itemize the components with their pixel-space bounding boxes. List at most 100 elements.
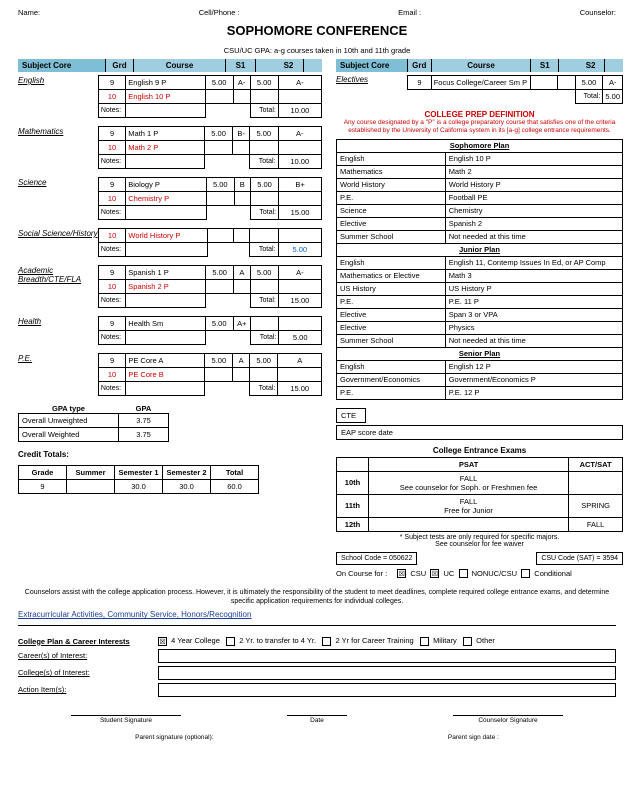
cee-cell <box>369 517 569 531</box>
plan-value: Football PE <box>445 191 622 204</box>
credit-col: Semester 2 <box>163 466 211 480</box>
subject-label: Social Science/History <box>18 228 98 257</box>
plan-label: Summer School <box>337 230 446 243</box>
checkbox[interactable] <box>226 637 235 646</box>
checkbox[interactable] <box>521 569 530 578</box>
eap-box: EAP score date <box>336 425 623 440</box>
oncourse-opt: NONUC/CSU <box>472 569 517 578</box>
email-label: Email : <box>398 8 421 17</box>
credit-col: Total <box>211 466 259 480</box>
plan-header: Sophomore Plan <box>337 139 623 152</box>
cte-box: CTE <box>336 408 366 423</box>
credit-cell: 60.0 <box>211 480 259 494</box>
subject-label: Mathematics <box>18 126 98 169</box>
plan-value: Math 2 <box>445 165 622 178</box>
plan-value: US History P <box>445 282 622 295</box>
plan-label: English <box>337 360 446 373</box>
hdr-course: Course <box>134 59 226 72</box>
gpa-row: Overall Unweighted <box>19 414 119 428</box>
credit-col: Semester 1 <box>115 466 163 480</box>
subject-label: Health <box>18 316 98 345</box>
codes-row: School Code = 050622 CSU Code (SAT) = 35… <box>336 552 623 565</box>
field-input[interactable] <box>158 666 616 680</box>
checkbox[interactable]: ☒ <box>397 569 406 578</box>
plan-value: Not needed at this time <box>445 230 622 243</box>
hdr-g1 <box>256 59 274 72</box>
field-input[interactable] <box>158 649 616 663</box>
sig-date: Date <box>310 717 324 724</box>
rhdr-core: Subject Core <box>336 59 408 72</box>
cee-grade: 10th <box>337 471 369 494</box>
rhdr-s2: S2 <box>577 59 605 72</box>
plan-label: Government/Economics <box>337 373 446 386</box>
subject-block: Academic Breadth/CTE/FLA 9Spanish 1 P5.0… <box>18 265 322 308</box>
gpa-val-hdr: GPA <box>119 404 169 414</box>
credit-col: Summer <box>67 466 115 480</box>
plan-value: English 10 P <box>445 152 622 165</box>
subject-block: P.E. 9PE Core A5.00A5.00A10PE Core B Not… <box>18 353 322 396</box>
cee-cell <box>569 471 623 494</box>
plan-value: World History P <box>445 178 622 191</box>
cp-opt: Military <box>433 636 457 645</box>
plan-label: English <box>337 152 446 165</box>
subject-block: Science 9Biology P5.00B5.00B+10Chemistry… <box>18 177 322 220</box>
field-input[interactable] <box>158 683 616 697</box>
header-row: Name: Cell/Phone : Email : Counselor: <box>18 8 616 17</box>
gpa-row: Overall Weighted <box>19 428 119 442</box>
hdr-s1: S1 <box>226 59 256 72</box>
plan-label: P.E. <box>337 191 446 204</box>
checkbox[interactable] <box>420 637 429 646</box>
checkbox[interactable] <box>463 637 472 646</box>
cee-grade: 11th <box>337 494 369 517</box>
field-label: College(s) of Interest: <box>18 668 158 677</box>
parent-sig: Parent signature (optional): <box>135 734 213 741</box>
cp-opt: Other <box>476 636 495 645</box>
right-table-header: Subject Core Grd Course S1 S2 <box>336 59 623 72</box>
subject-block: Social Science/History 10World History P… <box>18 228 322 257</box>
credit-table: GradeSummerSemester 1Semester 2Total 930… <box>18 465 259 494</box>
gpa-type-hdr: GPA type <box>19 404 119 414</box>
oncourse-row: On Course for : ☒ CSU ☒ UC NONUC/CSU Con… <box>336 569 623 579</box>
plan-label: US History <box>337 282 446 295</box>
hdr-s2: S2 <box>274 59 304 72</box>
credit-cell: 9 <box>19 480 67 494</box>
plan-value: P.E. 11 P <box>445 295 622 308</box>
cee-title: College Entrance Exams <box>336 446 623 455</box>
name-label: Name: <box>18 8 40 17</box>
cp-opt: 2 Yr for Career Training <box>335 636 413 645</box>
prep-title: COLLEGE PREP DEFINITION <box>336 110 623 119</box>
plan-value: Span 3 or VPA <box>445 308 622 321</box>
plan-label: Elective <box>337 217 446 230</box>
cee-table: PSATACT/SAT 10thFALLSee counselor for So… <box>336 457 623 532</box>
field-label: Career(s) of Interest: <box>18 651 158 660</box>
parent-date: Parent sign date : <box>448 734 499 741</box>
credit-title: Credit Totals: <box>18 450 322 459</box>
credit-col: Grade <box>19 466 67 480</box>
checkbox[interactable]: ☒ <box>430 569 439 578</box>
plan-value: P.E. 12 P <box>445 386 622 399</box>
plan-value: Not needed at this time <box>445 334 622 347</box>
bottom-note: Counselors assist with the college appli… <box>18 588 616 606</box>
plan-header: Junior Plan <box>337 243 623 256</box>
plan-label: Science <box>337 204 446 217</box>
plan-label: P.E. <box>337 386 446 399</box>
csu-code: CSU Code (SAT) = 3594 <box>536 552 623 565</box>
checkbox[interactable] <box>322 637 331 646</box>
hdr-core: Subject Core <box>18 59 106 72</box>
rhdr-course: Course <box>432 59 532 72</box>
cee-cell: FALL <box>569 517 623 531</box>
electives-block: Electives 9 Focus College/Career Sm P 5.… <box>336 75 623 104</box>
oncourse-label: On Course for : <box>336 569 387 578</box>
subject-label: Academic Breadth/CTE/FLA <box>18 265 98 308</box>
subject-block: English 9English 9 P5.00A-5.00A-10Englis… <box>18 75 322 118</box>
plan-value: Math 3 <box>445 269 622 282</box>
plan-value: English 11, Contemp Issues In Ed, or AP … <box>445 256 622 269</box>
plan-value: Spanish 2 <box>445 217 622 230</box>
college-plan-title: College Plan & Career Interests <box>18 637 158 646</box>
cp-opt: 4 Year College <box>171 636 220 645</box>
checkbox[interactable]: ☒ <box>158 637 167 646</box>
checkbox[interactable] <box>459 569 468 578</box>
plan-label: Elective <box>337 321 446 334</box>
subject-block: Health 9Health Sm5.00A+ Notes:Total:5.00 <box>18 316 322 345</box>
plan-value: English 12 P <box>445 360 622 373</box>
